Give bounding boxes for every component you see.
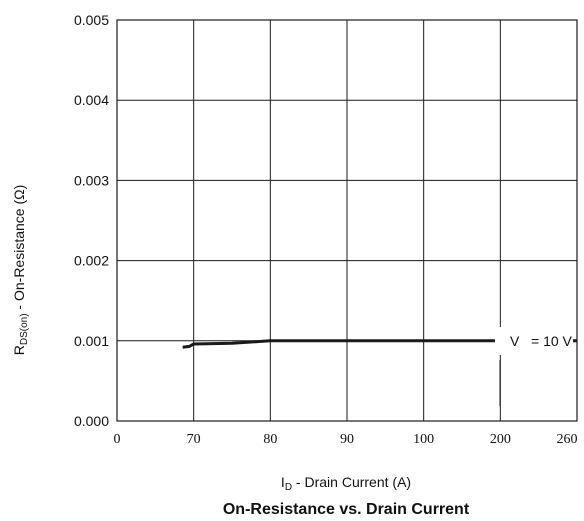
- y-tick-label: 0.002: [74, 253, 109, 269]
- y-tick-label: 0.001: [74, 333, 109, 349]
- annotation: V = 10 V: [495, 327, 573, 406]
- x-tick-label: 0: [114, 432, 121, 447]
- annotation-v: V: [510, 333, 520, 349]
- x-tick-label: 70: [187, 432, 201, 447]
- y-tick-label: 0.005: [74, 12, 109, 28]
- y-axis-label: RDS(on) - On-Resistance (Ω): [11, 185, 30, 356]
- x-tick-label: 100: [413, 432, 434, 447]
- y-axis-label-suffix: - On-Resistance (Ω): [11, 185, 27, 314]
- y-axis-label-prefix: R: [11, 345, 27, 355]
- x-tick-label: 90: [340, 432, 354, 447]
- y-tick-labels: 0.000 0.001 0.002 0.003 0.004 0.005: [74, 12, 109, 429]
- x-tick-label: 80: [263, 432, 277, 447]
- x-tick-labels: 0 70 80 90 100 200 260: [114, 432, 578, 447]
- x-axis-label: ID - Drain Current (A): [281, 474, 411, 493]
- y-tick-label: 0.003: [74, 172, 109, 188]
- series-line: [182, 339, 577, 349]
- y-tick-label: 0.000: [74, 413, 109, 429]
- x-tick-label: 200: [490, 432, 511, 447]
- annotation-background: [495, 327, 573, 355]
- plot-frame: [116, 19, 578, 422]
- y-axis-label-sub: DS(on): [19, 313, 30, 345]
- chart-title: On-Resistance vs. Drain Current: [223, 501, 470, 518]
- y-tick-label: 0.004: [74, 92, 109, 108]
- annotation-value: = 10 V: [531, 333, 573, 349]
- x-tick-label: 260: [557, 432, 578, 447]
- x-axis-label-suffix: - Drain Current (A): [292, 474, 411, 490]
- x-axis-label-sub: D: [285, 482, 292, 493]
- grid: [117, 20, 577, 421]
- x-axis-label-prefix: I: [281, 474, 285, 490]
